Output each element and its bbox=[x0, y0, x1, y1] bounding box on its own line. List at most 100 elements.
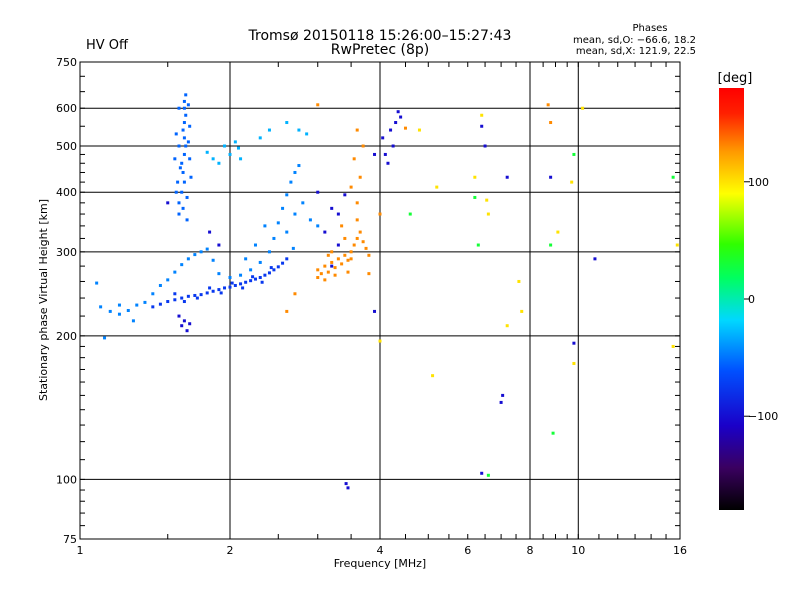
x-tick-label: 4 bbox=[377, 544, 384, 557]
data-point bbox=[505, 324, 509, 328]
data-point bbox=[336, 212, 340, 216]
x-tick-label: 16 bbox=[673, 544, 687, 557]
data-point bbox=[217, 243, 221, 247]
data-point bbox=[480, 113, 484, 117]
data-point bbox=[131, 319, 135, 323]
x-axis-label: Frequency [MHz] bbox=[334, 557, 426, 570]
data-point bbox=[267, 128, 271, 132]
data-point bbox=[483, 144, 487, 148]
data-point bbox=[593, 257, 597, 261]
data-point bbox=[211, 157, 215, 161]
y-tick-label: 300 bbox=[56, 246, 77, 259]
data-point bbox=[378, 339, 382, 343]
y-tick-label: 500 bbox=[56, 140, 77, 153]
data-point bbox=[572, 361, 576, 365]
y-tick-labels: 75 100 200 300 400 500 600 750 bbox=[56, 56, 77, 546]
data-point bbox=[180, 324, 184, 328]
data-point bbox=[217, 288, 221, 292]
x-tick-label: 1 bbox=[77, 544, 84, 557]
data-point bbox=[346, 258, 350, 262]
data-point bbox=[501, 393, 505, 397]
data-point bbox=[486, 212, 490, 216]
data-point bbox=[272, 236, 276, 240]
data-point bbox=[285, 121, 289, 125]
data-point bbox=[177, 212, 181, 216]
data-point bbox=[244, 280, 248, 284]
data-point bbox=[285, 309, 289, 313]
data-point bbox=[293, 170, 297, 174]
data-point bbox=[291, 246, 295, 250]
data-point bbox=[476, 243, 480, 247]
data-point bbox=[316, 224, 320, 228]
data-point bbox=[188, 124, 192, 128]
data-point bbox=[230, 281, 234, 285]
data-point bbox=[316, 268, 320, 272]
data-point bbox=[135, 303, 139, 307]
data-point bbox=[276, 265, 280, 269]
data-point bbox=[166, 300, 170, 304]
data-point bbox=[499, 400, 503, 404]
data-point bbox=[330, 250, 334, 254]
data-point bbox=[355, 128, 359, 132]
phases-x-stats: mean, sd,X: 121.9, 22.5 bbox=[576, 46, 696, 57]
data-point bbox=[188, 322, 192, 326]
data-point bbox=[186, 257, 190, 261]
data-point bbox=[173, 292, 177, 296]
data-point bbox=[285, 193, 289, 197]
data-point bbox=[396, 110, 400, 114]
data-point bbox=[361, 240, 365, 244]
data-point bbox=[211, 258, 215, 262]
data-point bbox=[186, 294, 190, 298]
data-point bbox=[249, 279, 253, 283]
data-point bbox=[180, 263, 184, 267]
status-text: HV Off bbox=[86, 38, 129, 53]
x-tick-label: 10 bbox=[571, 544, 585, 557]
data-point bbox=[346, 486, 350, 490]
data-point bbox=[211, 289, 215, 293]
data-point bbox=[236, 146, 240, 150]
data-point bbox=[253, 277, 257, 281]
data-point bbox=[108, 309, 112, 313]
data-point bbox=[182, 136, 186, 140]
data-point bbox=[316, 190, 320, 194]
data-point bbox=[572, 341, 576, 345]
data-point bbox=[431, 374, 435, 378]
data-point bbox=[367, 272, 371, 276]
data-point bbox=[177, 106, 181, 110]
data-point bbox=[177, 201, 181, 205]
data-point bbox=[126, 308, 130, 312]
data-point bbox=[208, 286, 212, 290]
data-point bbox=[340, 262, 344, 266]
data-point bbox=[556, 230, 560, 234]
data-point bbox=[228, 276, 232, 280]
data-point bbox=[233, 140, 237, 144]
data-point bbox=[181, 170, 185, 174]
data-point bbox=[272, 268, 276, 272]
data-point bbox=[182, 300, 186, 304]
data-point bbox=[188, 157, 192, 161]
data-point bbox=[570, 180, 574, 184]
data-point bbox=[485, 198, 489, 202]
data-point bbox=[346, 270, 350, 274]
data-point bbox=[293, 212, 297, 216]
x-tick-label: 6 bbox=[464, 544, 471, 557]
data-point bbox=[480, 471, 484, 475]
data-point bbox=[326, 253, 330, 257]
data-point bbox=[267, 250, 271, 254]
data-point bbox=[358, 230, 362, 234]
x-tick-label: 2 bbox=[227, 544, 234, 557]
data-point bbox=[386, 161, 390, 165]
data-point bbox=[367, 253, 371, 257]
data-point bbox=[195, 296, 199, 300]
data-point bbox=[186, 103, 190, 107]
data-point bbox=[174, 132, 178, 136]
data-point bbox=[352, 157, 356, 161]
data-point bbox=[99, 305, 103, 309]
data-point bbox=[205, 247, 209, 251]
colorbar-tick-label: 0 bbox=[748, 293, 755, 306]
data-point bbox=[166, 201, 170, 205]
data-point bbox=[417, 128, 421, 132]
data-point bbox=[193, 253, 197, 257]
plot-frame bbox=[79, 61, 681, 540]
